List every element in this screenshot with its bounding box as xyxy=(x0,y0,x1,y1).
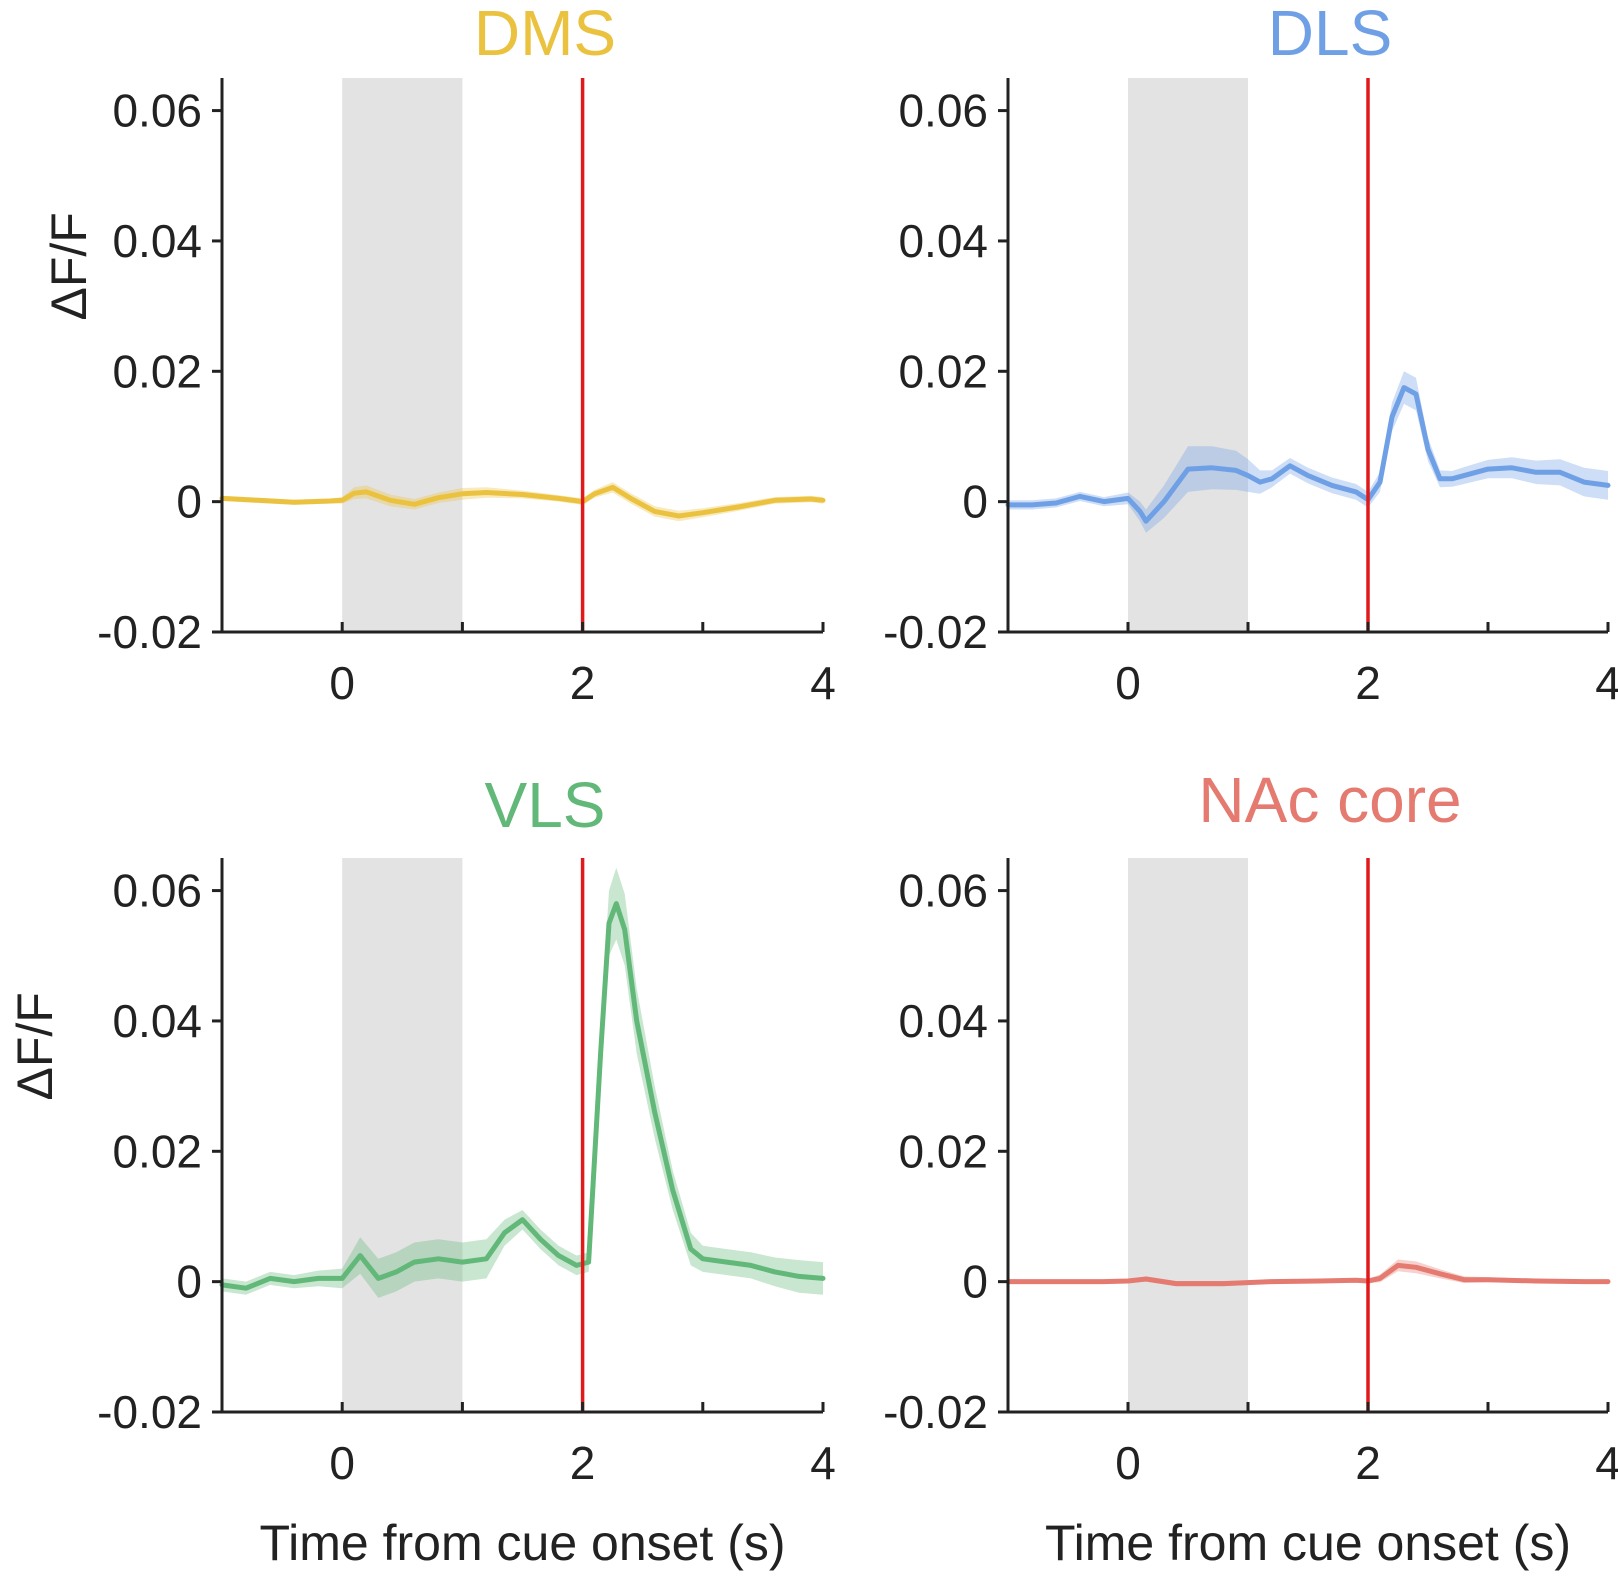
y-tick-label: 0.02 xyxy=(898,345,988,397)
cue-window-shading xyxy=(1128,858,1248,1412)
mean-trace-vls xyxy=(219,901,826,1291)
y-tick-label: -0.02 xyxy=(97,1386,202,1438)
panel-title: DMS xyxy=(474,0,616,69)
x-tick-label: 0 xyxy=(1115,1437,1141,1489)
cue-window-shading xyxy=(342,78,463,632)
x-tick-label: 4 xyxy=(810,1437,836,1489)
panel-title: VLS xyxy=(485,769,606,841)
x-tick-label: 4 xyxy=(1595,657,1618,709)
x-tick-label: 2 xyxy=(1355,657,1381,709)
y-tick-label: 0.04 xyxy=(112,995,202,1047)
y-tick-label: 0.04 xyxy=(898,995,988,1047)
y-tick-label: 0.06 xyxy=(112,865,202,917)
y-tick-label: 0.06 xyxy=(112,85,202,137)
panel-title: NAc core xyxy=(1198,764,1461,836)
y-tick-label: 0 xyxy=(962,1256,988,1308)
y-tick-label: 0.06 xyxy=(898,85,988,137)
mean-trace-dms xyxy=(219,484,826,519)
y-tick-label: 0.06 xyxy=(898,865,988,917)
y-axis-title: ΔF/F xyxy=(7,992,63,1100)
x-tick-label: 4 xyxy=(810,657,836,709)
panel-vls: VLS -0.02 0 0.02 0.04 0.06 0 2 4 Time from cue o… xyxy=(7,769,836,1571)
x-axis-title: Time from cue onset (s) xyxy=(1045,1515,1571,1571)
panel-dls: DLS -0.02 0 0.02 0.04 0.06 0 2 4 xyxy=(883,0,1618,709)
mean-trace-dls xyxy=(1005,385,1611,524)
y-tick-label: 0 xyxy=(176,476,202,528)
cue-window-shading xyxy=(1128,78,1248,632)
x-tick-label: 0 xyxy=(1115,657,1141,709)
sem-band xyxy=(1008,371,1608,533)
y-tick-label: 0.02 xyxy=(112,345,202,397)
y-axis-title: ΔF/F xyxy=(41,212,97,320)
x-tick-label: 0 xyxy=(329,1437,355,1489)
x-tick-label: 2 xyxy=(570,657,596,709)
cue-window-shading xyxy=(342,858,463,1412)
x-tick-label: 2 xyxy=(1355,1437,1381,1489)
x-axis-title: Time from cue onset (s) xyxy=(259,1515,785,1571)
x-tick-label: 0 xyxy=(329,657,355,709)
panel-title: DLS xyxy=(1268,0,1393,69)
y-tick-label: 0.04 xyxy=(898,215,988,267)
y-tick-label: 0.04 xyxy=(112,215,202,267)
y-tick-label: 0.02 xyxy=(112,1125,202,1177)
y-tick-label: -0.02 xyxy=(883,606,988,658)
y-tick-label: -0.02 xyxy=(883,1386,988,1438)
panel-nac-core: NAc core -0.02 0 0.02 0.04 0.06 0 2 4 Time from … xyxy=(883,764,1618,1571)
y-tick-label: 0 xyxy=(962,476,988,528)
x-tick-label: 4 xyxy=(1595,1437,1618,1489)
y-tick-label: 0 xyxy=(176,1256,202,1308)
x-tick-label: 2 xyxy=(570,1437,596,1489)
sem-band xyxy=(222,867,823,1298)
y-tick-label: -0.02 xyxy=(97,606,202,658)
y-tick-label: 0.02 xyxy=(898,1125,988,1177)
mean-trace-nac-core xyxy=(1005,1262,1611,1287)
panel-dms: DMS -0.02 0 0.02 0.04 0.06 0 2 4 ΔF/F xyxy=(41,0,836,709)
